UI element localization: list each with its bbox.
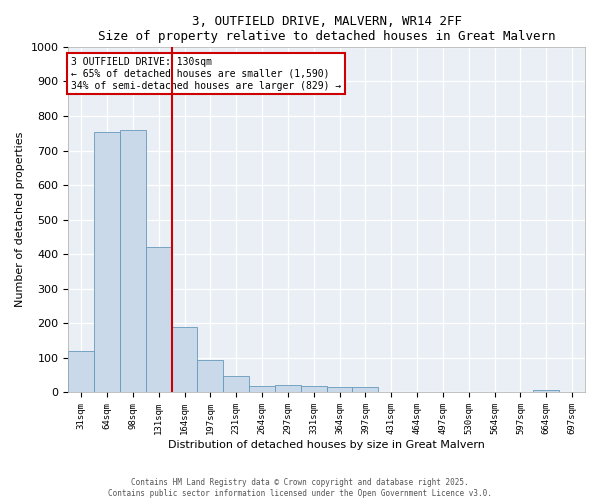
Bar: [120, 130, 146, 392]
Bar: [146, 248, 172, 392]
Bar: [352, 388, 379, 392]
Y-axis label: Number of detached properties: Number of detached properties: [15, 132, 25, 308]
Bar: [326, 388, 352, 392]
Bar: [68, 351, 94, 393]
Title: 3, OUTFIELD DRIVE, MALVERN, WR14 2FF
Size of property relative to detached house: 3, OUTFIELD DRIVE, MALVERN, WR14 2FF Siz…: [98, 15, 556, 43]
Bar: [249, 386, 275, 392]
Bar: [301, 386, 326, 392]
Text: 3 OUTFIELD DRIVE: 130sqm
← 65% of detached houses are smaller (1,590)
34% of sem: 3 OUTFIELD DRIVE: 130sqm ← 65% of detach…: [71, 58, 341, 90]
Text: Contains HM Land Registry data © Crown copyright and database right 2025.
Contai: Contains HM Land Registry data © Crown c…: [108, 478, 492, 498]
Bar: [275, 385, 301, 392]
Bar: [533, 390, 559, 392]
Bar: [94, 132, 120, 392]
Bar: [197, 360, 223, 392]
Bar: [172, 327, 197, 392]
X-axis label: Distribution of detached houses by size in Great Malvern: Distribution of detached houses by size …: [168, 440, 485, 450]
Bar: [223, 376, 249, 392]
